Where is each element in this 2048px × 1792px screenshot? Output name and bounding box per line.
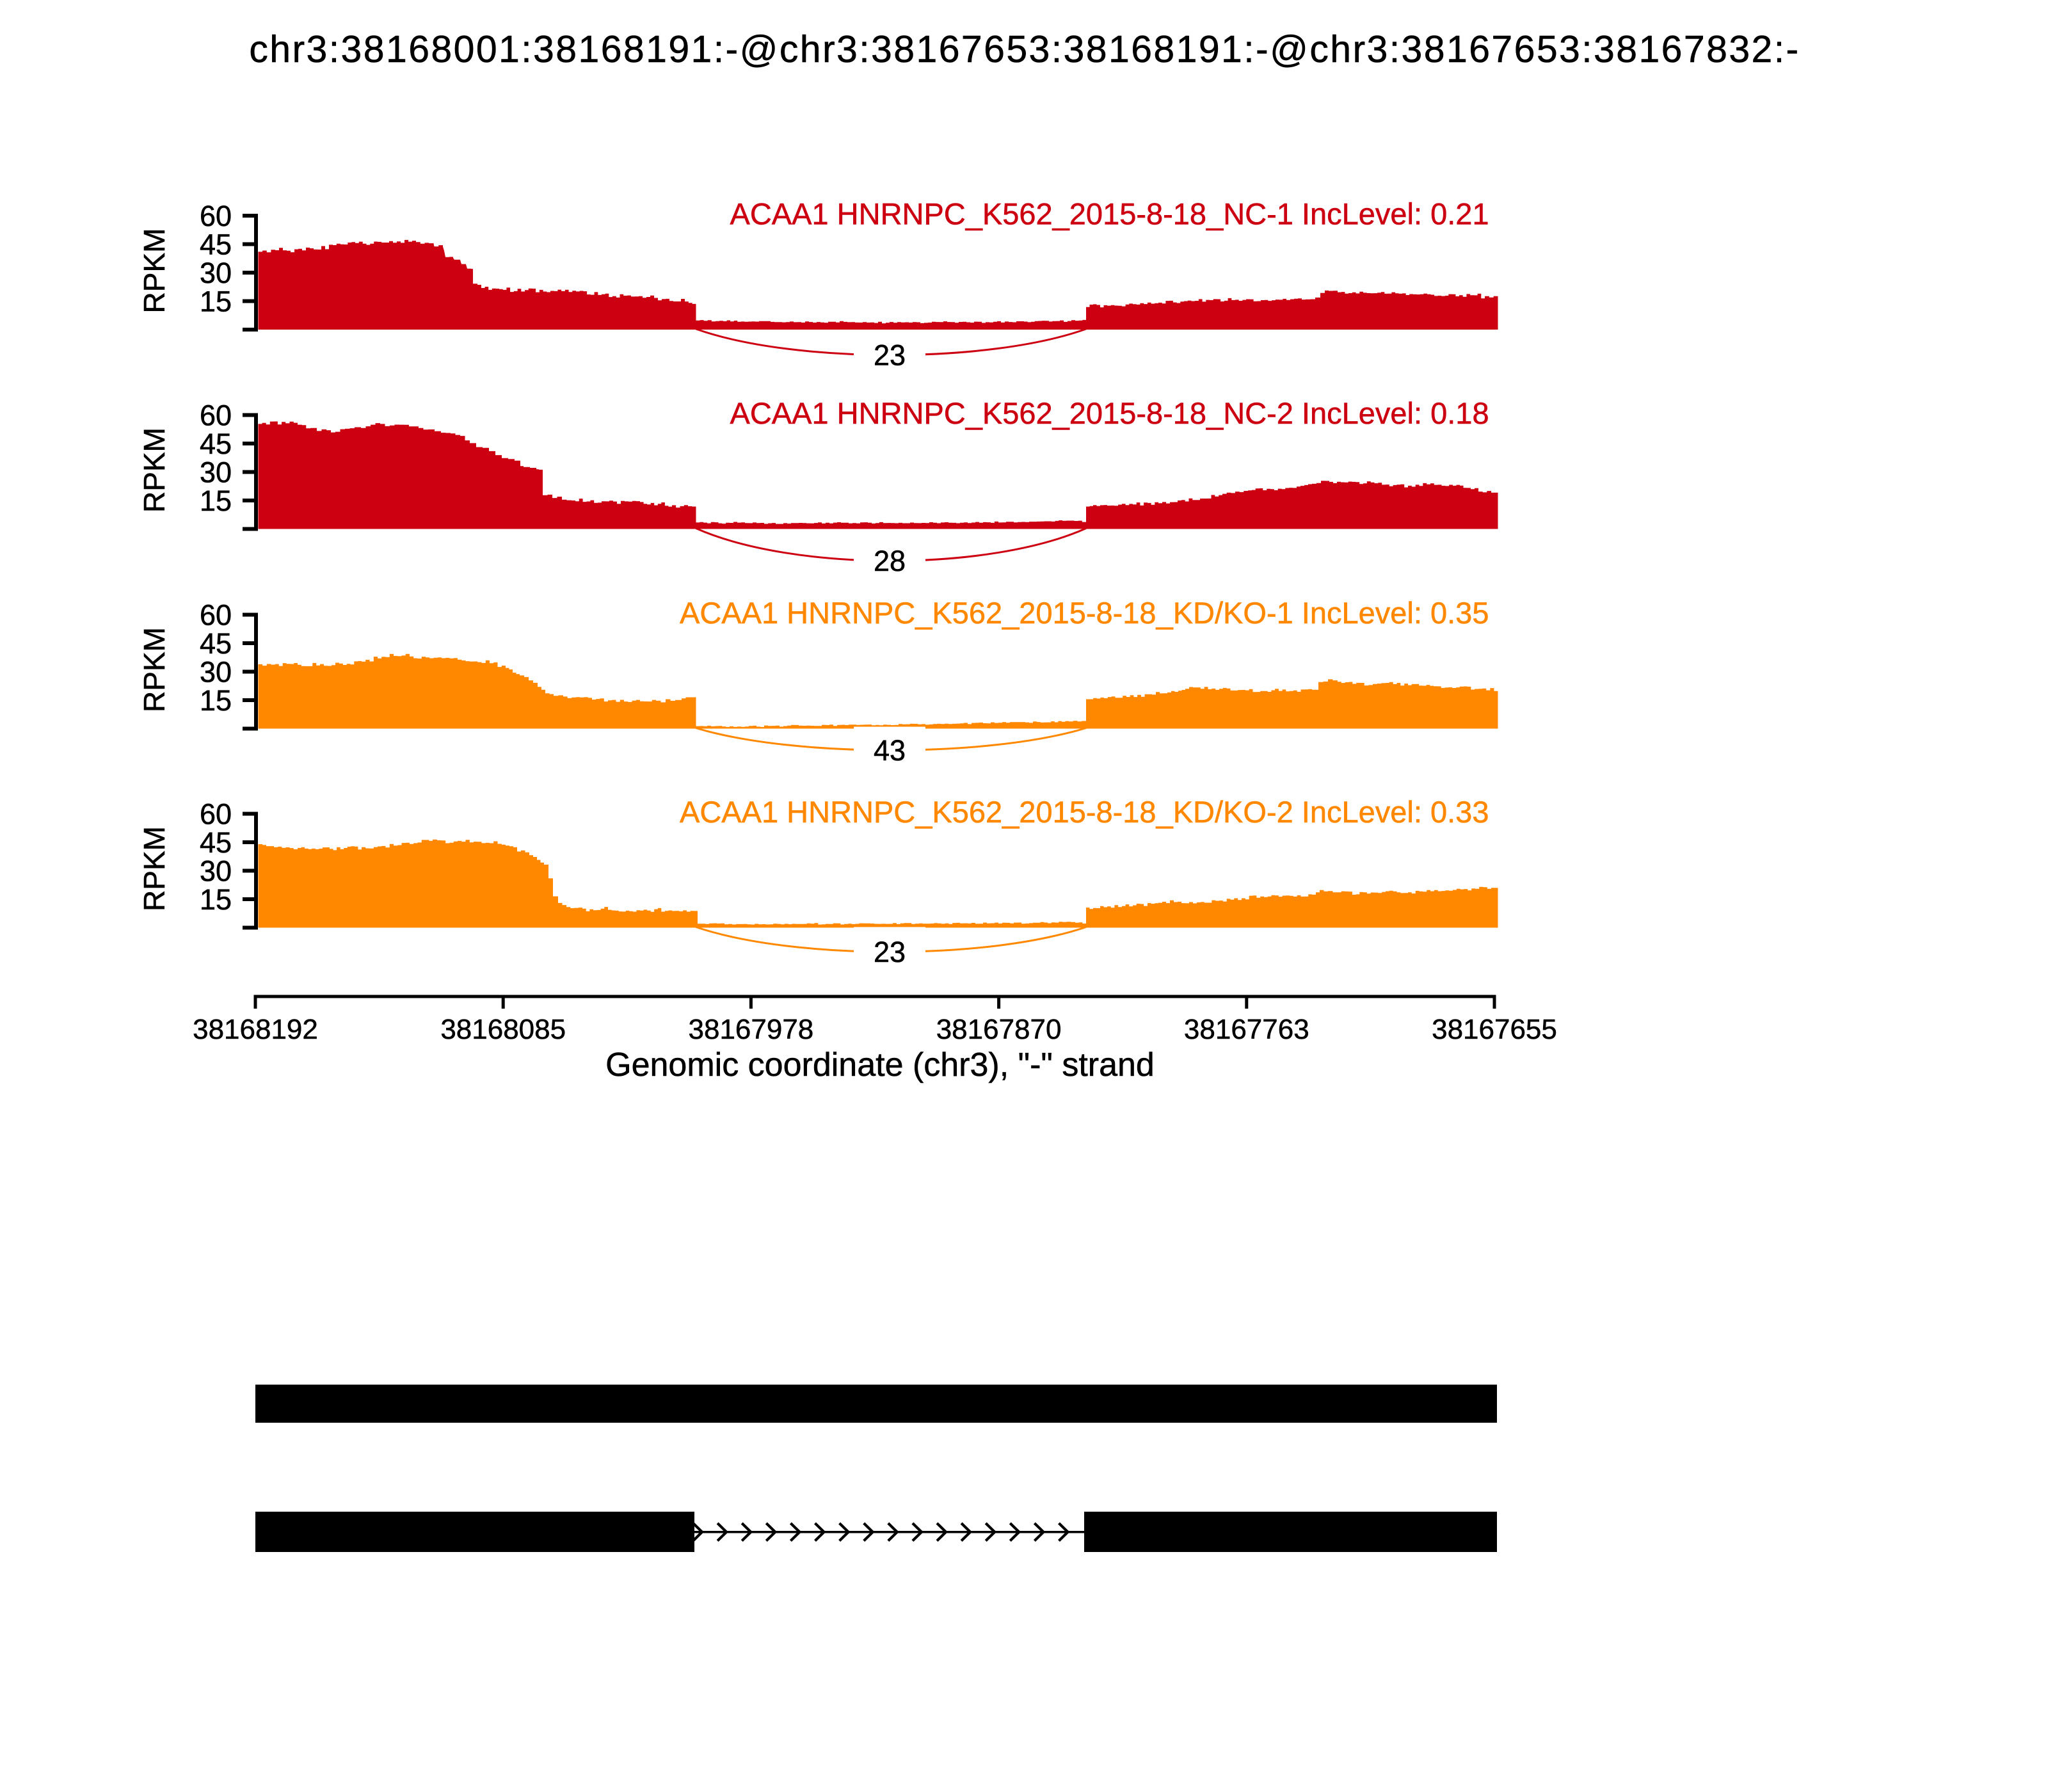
svg-text:ACAA1 HNRNPC_K562_2015-8-18_KD: ACAA1 HNRNPC_K562_2015-8-18_KD/KO-1 IncL…	[680, 596, 1489, 630]
svg-text:15: 15	[200, 883, 232, 916]
svg-text:RPKM: RPKM	[138, 627, 171, 712]
svg-text:60: 60	[200, 399, 232, 432]
svg-text:Genomic coordinate (chr3), "-": Genomic coordinate (chr3), "-" strand	[605, 1046, 1155, 1084]
svg-text:30: 30	[200, 257, 232, 289]
svg-text:30: 30	[200, 656, 232, 689]
svg-text:60: 60	[200, 798, 232, 831]
svg-text:15: 15	[200, 484, 232, 517]
svg-text:38168085: 38168085	[440, 1014, 566, 1045]
svg-text:38167870: 38167870	[936, 1014, 1062, 1045]
svg-text:38168192: 38168192	[193, 1014, 318, 1045]
svg-text:15: 15	[200, 684, 232, 717]
svg-text:45: 45	[200, 428, 232, 460]
svg-text:43: 43	[874, 734, 906, 767]
svg-text:RPKM: RPKM	[138, 826, 171, 911]
svg-text:28: 28	[874, 545, 906, 577]
svg-text:45: 45	[200, 826, 232, 859]
svg-text:ACAA1 HNRNPC_K562_2015-8-18_KD: ACAA1 HNRNPC_K562_2015-8-18_KD/KO-2 IncL…	[680, 795, 1489, 829]
svg-text:30: 30	[200, 456, 232, 489]
svg-text:15: 15	[200, 285, 232, 318]
svg-text:chr3:38168001:38168191:-@chr3:: chr3:38168001:38168191:-@chr3:38167653:3…	[249, 28, 1800, 70]
svg-text:60: 60	[200, 599, 232, 632]
svg-text:45: 45	[200, 228, 232, 261]
svg-text:38167978: 38167978	[689, 1014, 814, 1045]
svg-text:ACAA1 HNRNPC_K562_2015-8-18_NC: ACAA1 HNRNPC_K562_2015-8-18_NC-2 IncLeve…	[730, 396, 1489, 430]
svg-text:38167763: 38167763	[1184, 1014, 1309, 1045]
svg-text:38167655: 38167655	[1432, 1014, 1557, 1045]
svg-text:23: 23	[874, 339, 906, 372]
svg-text:23: 23	[874, 936, 906, 968]
svg-text:30: 30	[200, 855, 232, 888]
svg-text:RPKM: RPKM	[138, 428, 171, 513]
svg-text:60: 60	[200, 200, 232, 232]
svg-text:RPKM: RPKM	[138, 228, 171, 314]
svg-text:ACAA1 HNRNPC_K562_2015-8-18_NC: ACAA1 HNRNPC_K562_2015-8-18_NC-1 IncLeve…	[730, 197, 1489, 231]
svg-text:45: 45	[200, 627, 232, 660]
